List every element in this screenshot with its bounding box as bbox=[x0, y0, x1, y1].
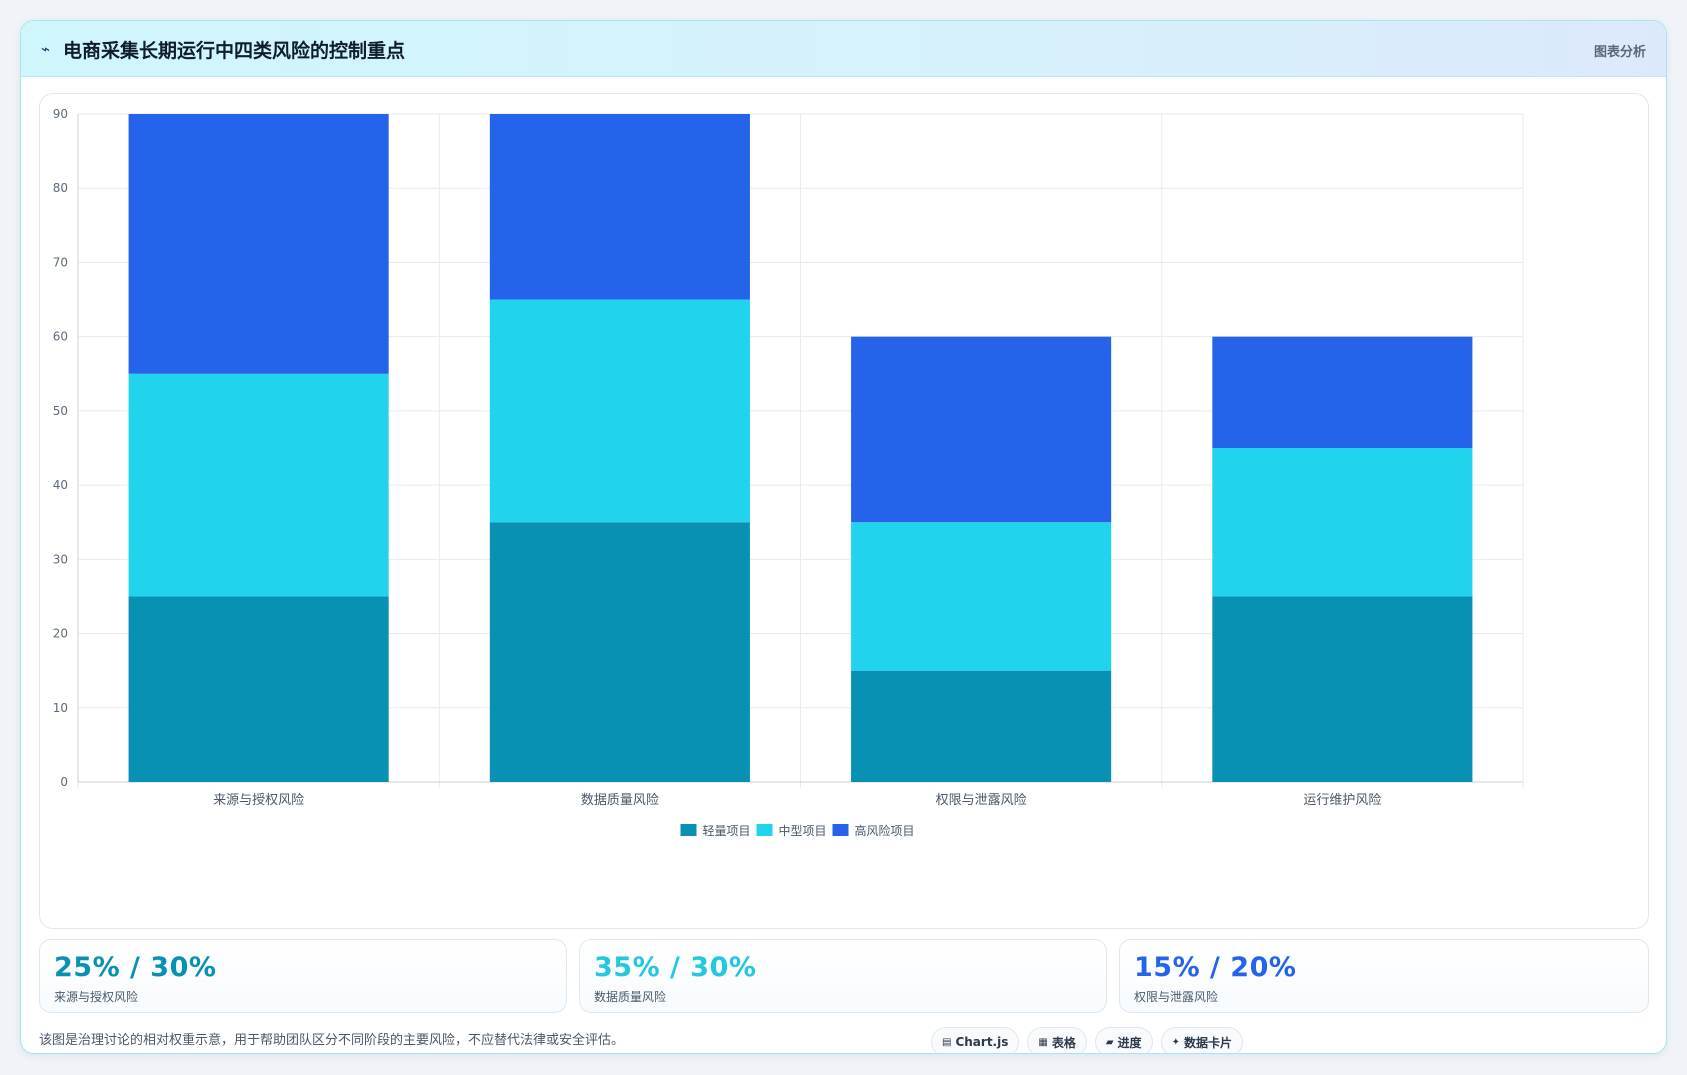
chart-panel: 0 10 20 30 40 50 60 70 80 90 来源与授权风险 数据质量风险 权限与泄露风险 运… bbox=[39, 93, 1649, 929]
bar-2-1 bbox=[851, 522, 1112, 671]
legend-swatch bbox=[832, 824, 849, 836]
bar-2-2 bbox=[851, 336, 1112, 523]
footnote: 该图是治理讨论的相对权重示意，用于帮助团队区分不同阶段的主要风险，不应替代法律或… bbox=[39, 1033, 625, 1048]
y-tick-label: 50 bbox=[53, 404, 68, 418]
chart-icon: ▤ bbox=[942, 1036, 952, 1048]
y-tick-label: 0 bbox=[60, 775, 68, 789]
y-tick-label: 60 bbox=[53, 330, 68, 344]
chip-progress[interactable]: ▰ 进度 bbox=[1094, 1027, 1153, 1053]
bar-0-0 bbox=[128, 596, 389, 782]
chip-table[interactable]: ▦ 表格 bbox=[1027, 1027, 1087, 1053]
card-header: ⌁ 电商采集长期运行中四类风险的控制重点 图表分析 bbox=[21, 21, 1666, 77]
legend-label: 轻量项目 bbox=[703, 824, 751, 838]
progress-icon: ▰ bbox=[1105, 1036, 1114, 1048]
bar-2-0 bbox=[851, 670, 1112, 782]
chart-analysis-link[interactable]: 图表分析 bbox=[1593, 45, 1646, 60]
chip-row: ▤ Chart.js ▦ 表格 ▰ 进度 ✦ 数据卡片 bbox=[931, 1027, 1243, 1053]
bar-3-0 bbox=[1212, 596, 1473, 782]
legend-label: 高风险项目 bbox=[855, 823, 915, 838]
y-tick-label: 70 bbox=[53, 255, 68, 269]
y-tick-label: 30 bbox=[53, 552, 68, 566]
legend-swatch bbox=[756, 824, 773, 836]
chip-label: 表格 bbox=[1051, 1035, 1076, 1050]
y-tick-label: 40 bbox=[53, 478, 68, 492]
chart-card: ⌁ 电商采集长期运行中四类风险的控制重点 图表分析 0 10 20 30 40 50 60 7… bbox=[20, 20, 1667, 1054]
stat-card-0: 25% / 30% 来源与授权风险 bbox=[39, 939, 567, 1013]
x-tick-label: 来源与授权风险 bbox=[213, 792, 304, 808]
stat-label-2: 权限与泄露风险 bbox=[1134, 990, 1219, 1004]
y-tick-label: 80 bbox=[53, 181, 68, 195]
chip-label: 数据卡片 bbox=[1183, 1035, 1232, 1050]
x-tick-label: 数据质量风险 bbox=[581, 793, 659, 808]
bar-3-2 bbox=[1212, 336, 1473, 448]
bar-1-2 bbox=[489, 114, 750, 300]
table-icon: ▦ bbox=[1038, 1036, 1048, 1048]
legend-label: 中型项目 bbox=[779, 823, 827, 838]
bar-1-1 bbox=[489, 299, 750, 523]
chip-label: 进度 bbox=[1117, 1035, 1142, 1050]
bar-0-2 bbox=[128, 114, 389, 374]
pulse-icon: ⌁ bbox=[41, 40, 51, 58]
bar-3-1 bbox=[1212, 448, 1473, 597]
chip-label: Chart.js bbox=[955, 1035, 1009, 1049]
bar-0-1 bbox=[128, 373, 389, 597]
legend-swatch bbox=[680, 824, 697, 836]
chart-title: 电商采集长期运行中四类风险的控制重点 bbox=[63, 40, 406, 62]
stat-value-1: 35% / 30% bbox=[594, 952, 757, 983]
stat-value-0: 25% / 30% bbox=[54, 952, 217, 983]
sparkle-icon: ✦ bbox=[1171, 1036, 1180, 1048]
y-tick-label: 10 bbox=[53, 701, 68, 715]
y-tick-label: 90 bbox=[53, 107, 68, 121]
y-tick-label: 20 bbox=[53, 627, 68, 641]
bar-1-0 bbox=[489, 522, 750, 782]
stat-label-0: 来源与授权风险 bbox=[54, 990, 139, 1004]
stacked-bar-chart: 0 10 20 30 40 50 60 70 80 90 来源与授权风险 数据质量风险 权限与泄露风险 运… bbox=[53, 107, 1524, 838]
x-tick-label: 运行维护风险 bbox=[1303, 793, 1381, 808]
x-tick-label: 权限与泄露风险 bbox=[936, 792, 1027, 808]
chip-data-card[interactable]: ✦ 数据卡片 bbox=[1160, 1027, 1243, 1053]
stat-card-1: 35% / 30% 数据质量风险 bbox=[579, 939, 1107, 1013]
stat-card-2: 15% / 20% 权限与泄露风险 bbox=[1119, 939, 1649, 1013]
stat-label-1: 数据质量风险 bbox=[594, 990, 667, 1004]
stat-value-2: 15% / 20% bbox=[1134, 952, 1297, 983]
chip-chartjs[interactable]: ▤ Chart.js bbox=[931, 1027, 1020, 1053]
